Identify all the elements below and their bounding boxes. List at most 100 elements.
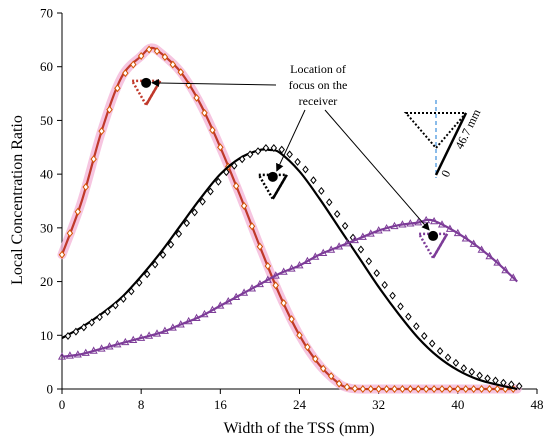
- series-0-marker: [343, 383, 351, 392]
- x-tick-label: 24: [293, 397, 307, 412]
- series-2-marker: [216, 301, 225, 309]
- series-2-marker: [184, 316, 193, 325]
- series-1-marker: [326, 198, 333, 207]
- series-1-marker: [294, 157, 301, 166]
- series-0-marker: [193, 93, 200, 102]
- series-1-marker: [278, 145, 285, 154]
- series-1-marker: [286, 150, 293, 159]
- series-0-marker: [375, 385, 382, 393]
- series-2-marker: [366, 229, 375, 237]
- y-tick-label: 60: [40, 59, 53, 74]
- series-2-marker: [145, 331, 154, 339]
- series-1-marker: [460, 364, 468, 373]
- y-tick-label: 50: [40, 113, 53, 128]
- series-1-marker: [199, 197, 206, 206]
- series-2-marker: [152, 329, 162, 337]
- series-0-marker: [248, 222, 256, 231]
- series-0-marker: [312, 354, 319, 363]
- focus-point-1: [267, 171, 278, 182]
- series-1-marker: [254, 147, 262, 156]
- focus-layer: [129, 77, 450, 261]
- series-1-marker: [191, 208, 198, 217]
- series-2-marker: [509, 273, 518, 281]
- series-0-marker: [327, 372, 335, 381]
- series-1-marker: [270, 143, 278, 152]
- series-1-marker: [151, 260, 159, 269]
- series-1-marker: [444, 353, 452, 362]
- series-2-marker: [81, 348, 90, 356]
- series-2-marker: [430, 216, 439, 225]
- series-0-marker: [367, 385, 374, 393]
- series-1-marker: [223, 168, 230, 177]
- series-1-marker: [64, 331, 72, 340]
- annotation-line-1: Location of: [290, 62, 346, 76]
- series-layer: [57, 43, 523, 394]
- series-0-marker: [430, 385, 438, 393]
- series-2-marker: [382, 223, 391, 232]
- series-2-marker: [65, 351, 74, 359]
- receiver-inset: 46.7 mm 0: [403, 100, 484, 179]
- series-0-marker: [169, 60, 177, 69]
- series-0-marker: [130, 60, 137, 69]
- y-tick-label: 0: [47, 382, 54, 397]
- series-2-marker: [342, 238, 352, 247]
- series-1-marker: [413, 322, 420, 331]
- series-2-marker: [390, 221, 399, 230]
- series-0-marker: [288, 315, 295, 324]
- series-2-marker: [493, 258, 502, 266]
- series-0-halo: [57, 43, 522, 394]
- series-1-marker: [80, 323, 88, 332]
- series-0-marker: [98, 127, 105, 136]
- y-tick-label: 40: [40, 167, 53, 182]
- series-1-marker: [500, 378, 507, 387]
- series-2-marker: [303, 256, 312, 265]
- series-0-marker: [422, 385, 430, 393]
- series-1-marker: [302, 165, 309, 174]
- focus-annotation: Location of focus on the receiver: [151, 62, 430, 231]
- axes: 0 8 16 24 32 40 48 0 10 20 30 40 50 60 70: [40, 6, 544, 413]
- focus-point-0: [141, 77, 152, 88]
- series-2-marker: [295, 261, 304, 269]
- series-1-marker: [104, 307, 111, 316]
- series-1-marker: [143, 270, 151, 279]
- series-2-marker: [461, 234, 470, 242]
- series-2-marker: [113, 339, 122, 348]
- series-2-marker: [398, 220, 407, 228]
- series-0-marker: [399, 385, 406, 393]
- annotation-arrow-0: [151, 78, 277, 87]
- series-0-marker: [161, 53, 169, 62]
- series-2-line: [61, 218, 518, 358]
- series-1-marker: [207, 187, 214, 196]
- series-0-marker: [486, 385, 493, 393]
- inset-receiver-line: [434, 112, 468, 176]
- series-1-marker: [159, 250, 167, 259]
- series-2-marker: [271, 271, 280, 279]
- series-2-marker: [255, 279, 264, 288]
- series-2-marker: [319, 248, 328, 257]
- series-1-marker: [468, 367, 475, 376]
- series-1-marker: [120, 294, 127, 303]
- series-1-marker: [484, 374, 491, 383]
- series-2-marker: [73, 350, 82, 358]
- inset-triangle: [403, 112, 469, 150]
- series-2-marker: [224, 297, 233, 305]
- series-2-marker: [358, 232, 367, 240]
- annotation-arrow-1: [276, 109, 306, 172]
- series-2-marker: [311, 252, 320, 260]
- series-0-marker: [264, 262, 272, 270]
- series-2-marker: [192, 313, 201, 321]
- series-2-marker: [327, 245, 336, 253]
- series-0-line: [60, 46, 518, 391]
- series-0-marker: [446, 385, 454, 393]
- series-1-marker: [112, 301, 119, 310]
- series-0-marker: [90, 155, 97, 164]
- series-1-marker: [238, 155, 246, 164]
- series-1-marker: [436, 347, 444, 356]
- series-2-marker: [477, 245, 486, 253]
- series-0-marker: [296, 331, 303, 340]
- series-1-marker: [492, 376, 499, 385]
- x-axis-title: Width of the TSS (mm): [223, 420, 374, 437]
- series-2-marker: [335, 242, 344, 250]
- inset-dimension-label: 46.7 mm: [452, 106, 484, 151]
